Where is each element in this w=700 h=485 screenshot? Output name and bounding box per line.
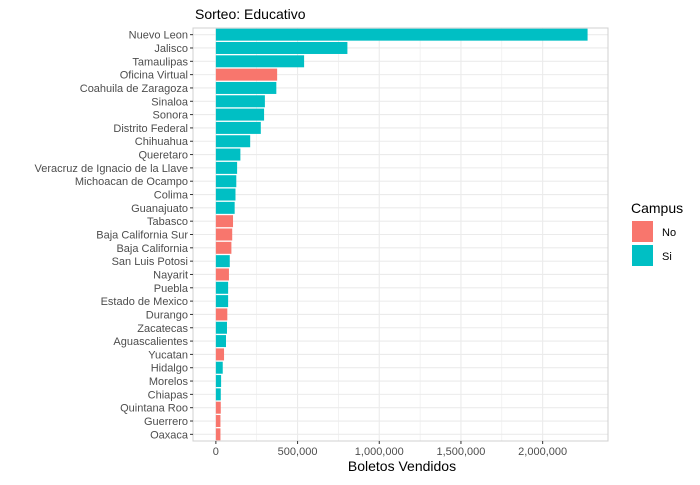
- bar: [215, 281, 229, 294]
- y-tick-label: Guanajuato: [131, 203, 188, 215]
- x-tick-label: 500,000: [278, 446, 318, 458]
- y-tick-label: Morelos: [149, 376, 189, 388]
- bar: [215, 401, 221, 414]
- bar: [215, 41, 348, 54]
- bar: [215, 175, 237, 188]
- y-tick-label: Sonora: [153, 110, 189, 122]
- bar: [215, 348, 225, 361]
- bar: [215, 135, 251, 148]
- x-tick-label: 2,000,000: [518, 446, 567, 458]
- y-tick-label: Quintana Roo: [120, 403, 188, 415]
- bar: [215, 268, 229, 281]
- y-tick-label: Colima: [154, 190, 189, 202]
- bar: [215, 148, 241, 161]
- bar: [215, 335, 227, 348]
- legend: Campus No Si: [631, 200, 683, 266]
- bar: [215, 241, 232, 254]
- bar: [215, 108, 265, 121]
- y-tick-label: Michoacan de Ocampo: [75, 176, 188, 188]
- bar: [215, 308, 228, 321]
- y-tick-label: Yucatan: [148, 349, 188, 361]
- legend-key: [632, 245, 653, 266]
- bar: [215, 295, 229, 308]
- bar: [215, 55, 305, 68]
- legend-items: No Si: [632, 221, 676, 266]
- x-axis-title: Boletos Vendidos: [348, 458, 456, 474]
- y-tick-label: Jalisco: [154, 43, 188, 55]
- bar: [215, 375, 222, 388]
- y-tick-label: Estado de Mexico: [101, 296, 188, 308]
- y-tick-label: Chihuahua: [135, 136, 189, 148]
- y-tick-label: San Luis Potosi: [112, 256, 188, 268]
- bar: [215, 68, 278, 81]
- x-tick-label: 1,000,000: [355, 446, 404, 458]
- y-tick-label: Distrito Federal: [113, 123, 188, 135]
- bar: [215, 95, 265, 108]
- y-tick-label: Queretaro: [138, 150, 188, 162]
- y-tick-label: Oaxaca: [150, 429, 189, 441]
- bar: [215, 188, 236, 201]
- bar: [215, 321, 227, 334]
- bar: [215, 428, 221, 441]
- bar: [215, 255, 230, 268]
- y-tick-label: Coahuila de Zaragoza: [80, 83, 189, 95]
- y-tick-label: Guerrero: [144, 416, 188, 428]
- y-tick-label: Tamaulipas: [132, 56, 188, 68]
- legend-label: No: [662, 227, 676, 239]
- bar: [215, 215, 234, 228]
- y-tick-label: Oficina Virtual: [120, 70, 188, 82]
- bar: [215, 228, 233, 241]
- bar: [215, 121, 261, 134]
- y-tick-label: Aguascalientes: [113, 336, 188, 348]
- bar: [215, 161, 238, 174]
- bar: [215, 388, 221, 401]
- y-tick-label: Baja California Sur: [96, 230, 188, 242]
- bar: [215, 361, 223, 374]
- y-tick-label: Baja California: [116, 243, 188, 255]
- y-tick-label: Nayarit: [153, 269, 188, 281]
- legend-key: [632, 221, 653, 242]
- bar: [215, 28, 588, 41]
- y-tick-label: Durango: [146, 309, 188, 321]
- y-tick-label: Zacatecas: [137, 323, 188, 335]
- legend-title: Campus: [631, 200, 683, 216]
- y-tick-label: Hidalgo: [151, 363, 188, 375]
- legend-label: Si: [662, 251, 672, 263]
- bars: [215, 28, 588, 441]
- x-tick-label: 0: [213, 446, 219, 458]
- y-tick-label: Veracruz de Ignacio de la Llave: [35, 163, 189, 175]
- chart-title: Sorteo: Educativo: [195, 6, 306, 22]
- y-tick-label: Nuevo Leon: [129, 30, 188, 42]
- bar: [215, 415, 221, 428]
- bar: [215, 201, 235, 214]
- x-tick-label: 1,500,000: [436, 446, 485, 458]
- y-tick-label: Puebla: [154, 283, 189, 295]
- bar: [215, 81, 277, 94]
- y-tick-label: Tabasco: [147, 216, 188, 228]
- y-tick-label: Chiapas: [148, 389, 189, 401]
- y-tick-label: Sinaloa: [151, 96, 189, 108]
- x-axis-tick-labels: 0 500,000 1,000,000 1,500,000 2,000,000: [213, 441, 567, 458]
